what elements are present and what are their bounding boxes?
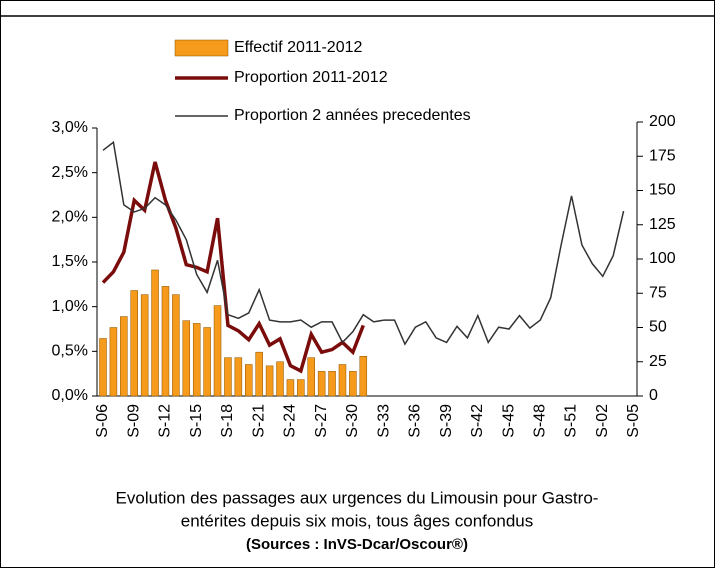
bar (297, 379, 305, 397)
bar (161, 286, 170, 397)
legend-label: Proportion 2011-2012 (234, 69, 388, 86)
x-tick-label: S-21 (250, 404, 267, 438)
bar (255, 351, 263, 397)
x-tick-label: S-02 (594, 404, 611, 438)
bar (213, 305, 222, 397)
x-tick-label: S-30 (344, 404, 361, 438)
x-tick-label: S-42 (469, 404, 486, 438)
x-tick-label: S-15 (188, 404, 205, 438)
y2-tick-label: 75 (649, 284, 667, 301)
bar (151, 269, 159, 397)
bar (349, 371, 357, 397)
y-tick-label: 1,5% (52, 253, 88, 270)
legend-swatch (174, 39, 229, 57)
bar (140, 294, 149, 397)
line (102, 140, 625, 346)
y2-tick-label: 50 (649, 319, 667, 336)
bar (265, 365, 274, 397)
x-tick-label: S-33 (375, 404, 392, 438)
bar (120, 316, 128, 397)
y2-tick-label: 150 (649, 182, 676, 199)
y-tick-label: 0,0% (52, 387, 88, 404)
bar (182, 320, 191, 397)
legend-label: Effectif 2011-2012 (234, 39, 362, 56)
y2-tick-label: 200 (649, 113, 676, 130)
y-tick-label: 2,0% (52, 209, 88, 226)
bar (286, 379, 295, 397)
y2-tick-label: 25 (649, 353, 667, 370)
x-tick-label: S-05 (625, 404, 642, 438)
caption: Evolution des passages aux urgences du L… (116, 488, 599, 507)
line (101, 161, 365, 374)
bar (307, 357, 315, 397)
bar (245, 364, 253, 397)
y2-tick-label: 125 (649, 216, 676, 233)
x-tick-label: S-24 (282, 404, 299, 438)
x-tick-label: S-09 (125, 404, 142, 438)
bar (234, 357, 243, 397)
x-tick-label: S-27 (313, 404, 330, 438)
bar (172, 294, 180, 397)
bar (109, 327, 118, 397)
source: (Sources : InVS-Dcar/Oscour®) (246, 536, 468, 553)
x-tick-label: S-39 (438, 404, 455, 438)
x-tick-label: S-48 (532, 404, 549, 438)
bar (99, 338, 107, 397)
caption: entérites depuis six mois, tous âges con… (181, 511, 533, 530)
bar (328, 371, 336, 397)
bar (276, 361, 284, 397)
y2-tick-label: 0 (649, 387, 658, 404)
bar (359, 356, 368, 397)
y2-tick-label: 175 (649, 147, 676, 164)
y-tick-label: 1,0% (52, 298, 88, 315)
x-tick-label: S-51 (563, 404, 580, 438)
x-tick-label: S-36 (407, 404, 424, 438)
x-tick-label: S-06 (94, 404, 111, 438)
bar (130, 290, 138, 397)
bar (338, 364, 347, 397)
x-tick-label: S-12 (157, 404, 174, 438)
bar (203, 327, 211, 397)
x-tick-label: S-45 (500, 404, 517, 438)
y-tick-label: 2,5% (52, 164, 88, 181)
y2-tick-label: 100 (649, 250, 676, 267)
bar (224, 357, 232, 397)
legend-label: Proportion 2 années precedentes (234, 107, 471, 124)
y-tick-label: 3,0% (52, 119, 88, 136)
bar (317, 371, 326, 397)
x-tick-label: S-18 (219, 404, 236, 438)
y-tick-label: 0,5% (52, 343, 88, 360)
bar (192, 323, 201, 397)
